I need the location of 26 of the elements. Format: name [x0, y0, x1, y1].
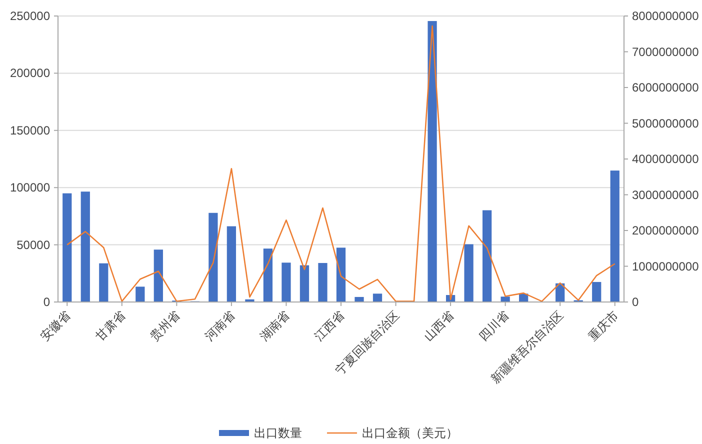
y2-tick-label: 7000000000 — [632, 44, 700, 59]
y-tick-label: 0 — [43, 295, 50, 309]
y2-tick-label: 0 — [632, 295, 639, 309]
y-tick-label: 250000 — [10, 9, 50, 23]
y2-tick-label: 5000000000 — [632, 116, 700, 130]
x-tick-label: 山西省 — [421, 308, 457, 344]
y2-tick-label: 4000000000 — [632, 152, 700, 166]
x-tick-label: 贵州省 — [147, 308, 183, 344]
y-tick-label: 200000 — [10, 66, 50, 80]
x-tick-label: 甘肃省 — [92, 308, 128, 344]
y2-tick-label: 8000000000 — [632, 9, 700, 23]
x-tick-label: 河南省 — [202, 308, 238, 344]
y-tick-label: 150000 — [10, 123, 50, 138]
x-tick-label: 四川省 — [476, 308, 512, 344]
legend-label: 出口数量 — [254, 426, 302, 440]
x-tick-label: 重庆市 — [586, 308, 621, 344]
y-tick-label: 50000 — [16, 238, 50, 252]
y-tick-label: 100000 — [10, 180, 50, 195]
x-tick-label: 江西省 — [312, 308, 348, 344]
y2-tick-label: 2000000000 — [632, 224, 700, 238]
y2-tick-label: 6000000000 — [632, 80, 700, 94]
y2-tick-label: 1000000000 — [632, 259, 700, 274]
x-tick-label: 安徽省 — [38, 308, 74, 344]
y2-tick-label: 3000000000 — [632, 188, 700, 202]
x-tick-label: 湖南省 — [256, 308, 292, 344]
legend-label: 出口金额（美元） — [362, 426, 458, 440]
